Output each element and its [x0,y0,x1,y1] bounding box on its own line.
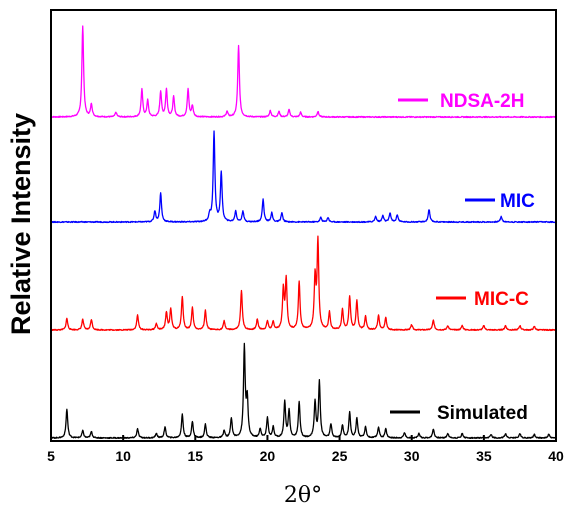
x-axis-ticks: 5 10 15 20 25 30 35 40 [47,435,564,464]
y-axis-label: Relative Intensity [6,113,36,335]
x-tick-label: 5 [47,448,55,464]
x-tick-label: 35 [476,448,492,464]
legend-group: NDSA-2H MIC MIC-C Simulated [390,91,535,424]
series-trace [50,130,557,224]
legend-label: NDSA-2H [440,91,524,112]
traces-group [50,25,557,440]
series-trace [50,25,557,119]
plot-frame [50,9,557,442]
series-trace [50,235,557,332]
x-tick-label: 20 [260,448,276,464]
legend-label: MIC [500,191,535,212]
x-axis-label: 2θ° [284,483,322,508]
x-tick-label: 30 [404,448,420,464]
legend-label: MIC-C [474,289,529,310]
x-tick-label: 25 [332,448,348,464]
series-trace [50,342,557,440]
x-tick-label: 40 [548,448,564,464]
legend-label: Simulated [437,403,528,424]
x-tick-label: 10 [115,448,131,464]
x-tick-label: 15 [187,448,203,464]
